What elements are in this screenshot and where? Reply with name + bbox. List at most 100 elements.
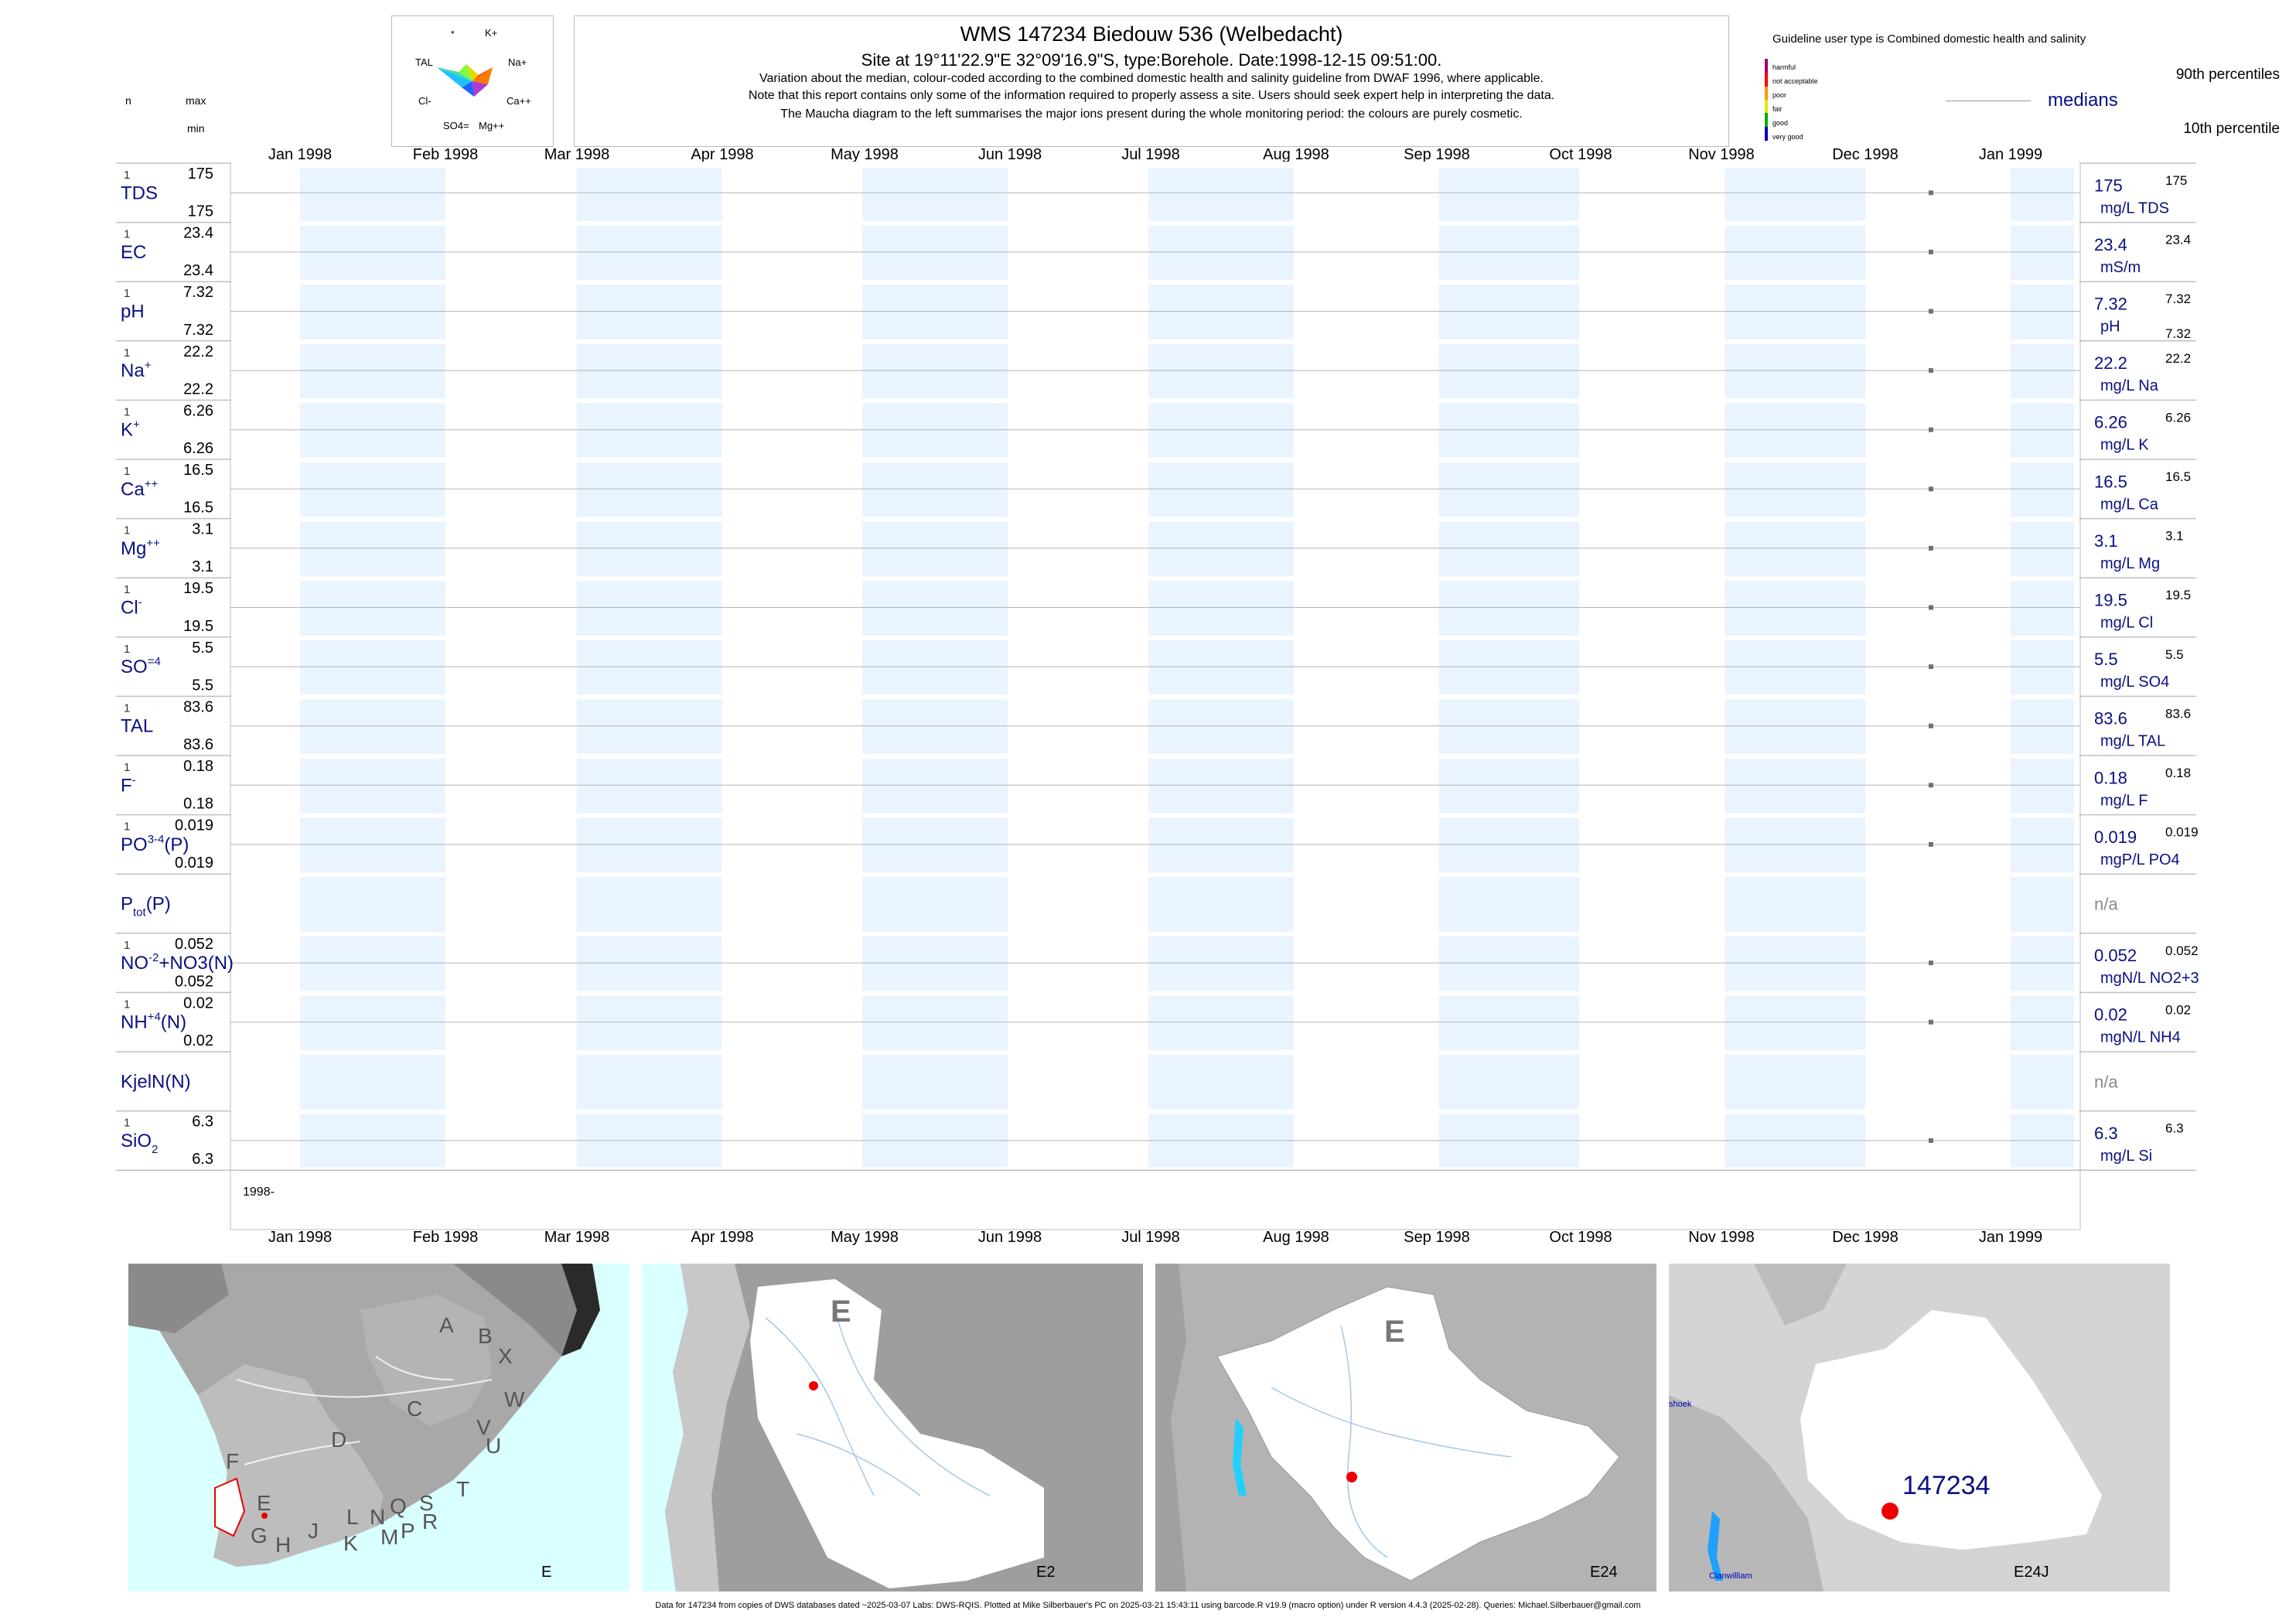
maucha-label-na: Na+ — [508, 56, 527, 68]
param-max-14: 0.052 — [175, 936, 213, 953]
map-caption-e24: E24 — [1590, 1564, 1618, 1581]
legend-p10-label: 10th percentile — [2183, 121, 2280, 137]
map-region-letter-p: P — [401, 1519, 415, 1543]
param-max-2: 23.4 — [183, 225, 213, 242]
unit-label-17: mg/L Si — [2100, 1148, 2152, 1165]
month-band-4 — [1148, 168, 1294, 1168]
x-tick-top-8: Aug 1998 — [1263, 146, 1329, 163]
unit-label-7: mg/L Mg — [2100, 555, 2160, 572]
sample-point-15 — [1928, 1019, 1933, 1025]
unit-label-3: pH — [2100, 319, 2120, 336]
col-label-n: n — [125, 94, 131, 107]
x-tick-top-2: Feb 1998 — [413, 146, 479, 163]
maucha-label-so4: SO4= — [443, 120, 469, 131]
x-tick-bottom-10: Oct 1998 — [1549, 1229, 1612, 1246]
param-label-part: Mg — [121, 538, 146, 559]
param-n-7: 1 — [124, 524, 130, 537]
param-label-part: NH — [121, 1012, 148, 1033]
param-min-10: 83.6 — [183, 736, 213, 753]
unit-label-6: mg/L Ca — [2100, 496, 2159, 513]
map-town-1: shoek — [1669, 1400, 1692, 1409]
map-region-letter-v: V — [476, 1415, 491, 1439]
map-region-letter-f: F — [226, 1449, 240, 1473]
header-note-3: The Maucha diagram to the left summarise… — [780, 107, 1523, 121]
p90-value-5: 6.26 — [2165, 410, 2191, 425]
p90-value-8: 19.5 — [2165, 588, 2191, 602]
map-region-letter-q: Q — [390, 1494, 407, 1518]
param-min-9: 5.5 — [192, 677, 213, 694]
param-label-4: Na+ — [121, 359, 152, 381]
param-label-part: 2 — [152, 951, 159, 964]
maucha-star-icon — [437, 64, 493, 97]
param-label-part: + — [148, 1011, 155, 1024]
param-min-3: 7.32 — [183, 322, 213, 339]
param-min-8: 19.5 — [183, 618, 213, 635]
guideline-cat-very-good: very good — [1772, 133, 1803, 141]
header-note-1: Variation about the median, colour-coded… — [759, 72, 1544, 85]
unit-label-11: mg/L F — [2100, 792, 2148, 809]
col-label-min: min — [187, 122, 205, 135]
map-region-letter-s: S — [419, 1491, 434, 1515]
x-tick-bottom-8: Aug 1998 — [1263, 1229, 1329, 1246]
param-max-6: 16.5 — [183, 462, 213, 479]
param-n-5: 1 — [124, 405, 130, 418]
x-start-label: 1998- — [243, 1186, 275, 1199]
param-label-2: EC — [121, 242, 146, 263]
param-label-12: PO3-4(P) — [121, 833, 189, 855]
sample-point-10 — [1928, 723, 1933, 728]
maucha-label-star: * — [451, 29, 455, 39]
x-tick-bottom-13: Jan 1999 — [1979, 1229, 2042, 1246]
median-value-1: 175 — [2094, 176, 2123, 195]
x-tick-bottom-3: Mar 1998 — [544, 1229, 610, 1246]
header-note-2: Note that this report contains only some… — [748, 89, 1555, 102]
row-gap-15 — [231, 991, 2079, 996]
month-band-1 — [300, 168, 445, 1168]
map-region-letter-j: J — [308, 1519, 319, 1543]
sample-point-3 — [1928, 309, 1933, 314]
month-band-6 — [1725, 168, 1866, 1168]
param-max-3: 7.32 — [183, 284, 213, 301]
map-region-letter-h: H — [275, 1533, 292, 1557]
param-label-part: KjelN(N) — [121, 1071, 191, 1092]
row-gap-17 — [231, 1109, 2079, 1114]
p90-value-2: 23.4 — [2165, 233, 2191, 247]
param-min-2: 23.4 — [183, 262, 213, 279]
month-band-7 — [2011, 168, 2074, 1168]
param-label-part: K — [121, 420, 133, 441]
param-label-part: P — [121, 894, 133, 915]
p90-value-3: 7.32 — [2165, 292, 2191, 306]
param-label-9: SO=4 — [121, 655, 161, 677]
report-header: WMS 147234 Biedouw 536 (Welbedacht) Site… — [574, 15, 1729, 147]
param-min-4: 22.2 — [183, 380, 213, 397]
legend-p90-label: 90th percentiles — [2175, 67, 2280, 83]
map-region-letter-x: X — [498, 1344, 513, 1368]
median-value-2: 23.4 — [2094, 235, 2127, 254]
guideline-cat-not-acceptable: not acceptable — [1772, 77, 1818, 85]
param-label-16: KjelN(N) — [121, 1071, 191, 1092]
param-n-4: 1 — [124, 346, 130, 360]
maucha-label-ca: Ca++ — [507, 95, 531, 107]
param-max-8: 19.5 — [183, 580, 213, 597]
param-max-7: 3.1 — [192, 521, 213, 538]
median-value-5: 6.26 — [2094, 413, 2127, 432]
param-n-9: 1 — [124, 643, 130, 656]
row-gap-9 — [231, 635, 2079, 640]
param-label-8: Cl- — [121, 596, 142, 619]
param-label-3: pH — [121, 302, 145, 322]
param-label-part: 4 — [154, 655, 160, 668]
row-gap-12 — [231, 813, 2079, 818]
x-tick-top-6: Jun 1998 — [978, 146, 1042, 163]
param-min-7: 3.1 — [192, 558, 213, 575]
sample-point-6 — [1928, 486, 1933, 492]
param-min-12: 0.019 — [175, 855, 213, 872]
guideline-cat-harmful: harmful — [1772, 63, 1796, 71]
x-tick-bottom-11: Nov 1998 — [1688, 1229, 1755, 1246]
p90-value-9: 5.5 — [2165, 647, 2184, 662]
month-band-2 — [576, 168, 722, 1168]
median-value-13: n/a — [2094, 895, 2118, 914]
map-caption-e2: E2 — [1036, 1564, 1056, 1581]
maucha-label-k: K+ — [485, 27, 498, 39]
param-label-part: EC — [121, 242, 146, 263]
param-label-10: TAL — [121, 716, 153, 737]
map-region-letter-u: U — [486, 1434, 502, 1458]
